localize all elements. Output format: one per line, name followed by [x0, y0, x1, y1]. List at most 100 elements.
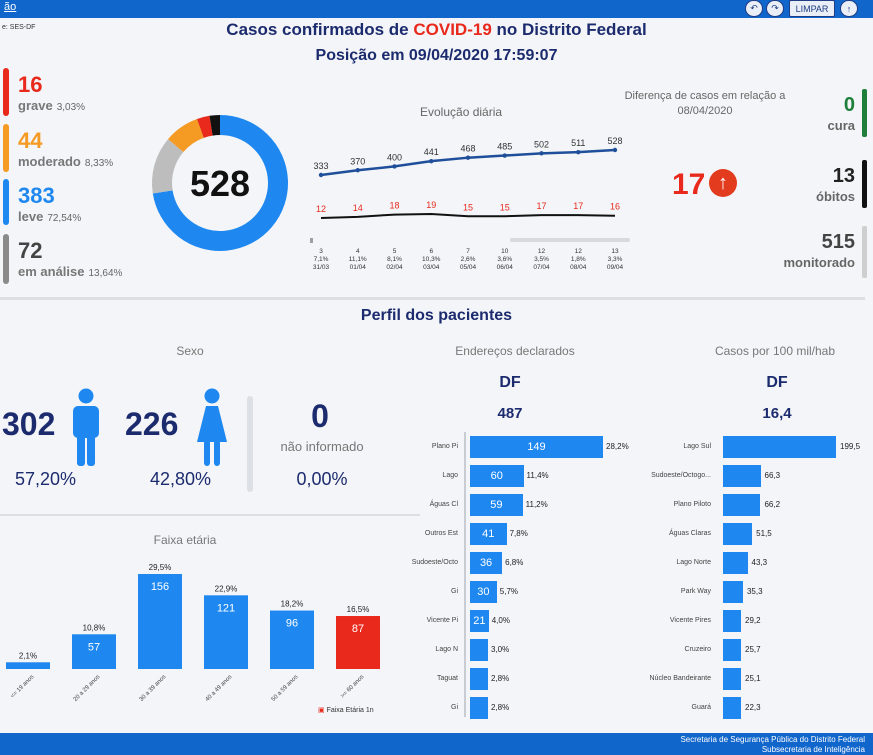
donut-slice[interactable]	[168, 119, 205, 153]
horizontal-bar[interactable]	[723, 668, 741, 690]
redo-button[interactable]: ↷	[766, 0, 784, 17]
clear-button[interactable]: LIMPAR	[789, 0, 835, 17]
legend-icon: ▣	[318, 707, 325, 714]
bar-value-label: 35,3	[746, 587, 763, 596]
severity-label-row[interactable]: leve 72,54%	[18, 209, 81, 224]
bar-category-label: Gi	[451, 588, 458, 595]
horizontal-bar[interactable]	[470, 668, 488, 690]
x-axis-tick-label: 09/04	[607, 264, 624, 271]
bar-category-label: Gi	[451, 704, 458, 711]
severity-label-row[interactable]: em análise 13,64%	[18, 264, 122, 279]
rate-title: Casos por 100 mil/hab	[714, 344, 836, 358]
undo-button[interactable]: ↶	[745, 0, 763, 17]
x-axis-tick-label: 6	[429, 248, 433, 255]
total-cases-point[interactable]	[392, 164, 397, 169]
x-axis-tick-label: 8,1%	[387, 256, 402, 263]
total-cases-point[interactable]	[429, 158, 434, 164]
bar-category-label: Núcleo Bandeirante	[649, 675, 712, 682]
horizontal-bar[interactable]	[723, 697, 741, 719]
bar-category-label: Águas Claras	[668, 530, 711, 537]
horizontal-bar[interactable]: 59	[470, 494, 523, 516]
total-cases-point[interactable]	[318, 172, 324, 178]
severe-cases-label: 18	[389, 201, 399, 211]
horizontal-bar[interactable]	[470, 697, 488, 719]
age-category-label: <= 19 anos	[10, 674, 35, 699]
section-divider	[0, 297, 865, 300]
severity-bar	[3, 124, 9, 172]
severity-bar	[3, 68, 9, 116]
x-axis-tick-label: 07/04	[533, 264, 550, 271]
total-cases-point[interactable]	[576, 149, 581, 155]
horizontal-bar[interactable]	[723, 494, 761, 516]
bar-percent-label: 11,4%	[526, 471, 549, 480]
addresses-scrollbar[interactable]	[464, 432, 466, 717]
stat-label[interactable]: cura	[827, 118, 855, 133]
total-cases-point[interactable]	[612, 147, 618, 153]
donut-slice[interactable]	[209, 115, 221, 136]
scroll-up-button[interactable]: ↑	[840, 0, 858, 17]
horizontal-bar[interactable]: 60	[470, 465, 524, 487]
total-cases-label: 333	[313, 161, 328, 171]
cases-donut-chart[interactable]	[150, 113, 290, 253]
horizontal-bar[interactable]	[470, 639, 488, 661]
horizontal-bar[interactable]	[723, 610, 741, 632]
horizontal-bar[interactable]: 30	[470, 581, 497, 603]
chart-scrollbar[interactable]	[510, 238, 630, 242]
donut-slice[interactable]	[152, 139, 184, 194]
bar-percent-label: 5,7%	[499, 587, 518, 596]
horizontal-bar[interactable]	[723, 581, 743, 603]
age-bar-value: 57	[88, 641, 100, 653]
x-axis-tick-label: 7	[466, 248, 470, 255]
total-cases-point[interactable]	[465, 155, 471, 160]
age-bar[interactable]	[336, 616, 380, 669]
total-cases-point[interactable]	[502, 153, 507, 158]
horizontal-bar[interactable]	[723, 436, 836, 458]
stat-label[interactable]: óbitos	[816, 189, 855, 204]
x-axis-tick-label: 2,6%	[461, 256, 476, 263]
severity-bar	[3, 179, 9, 225]
horizontal-bar[interactable]: 149	[470, 436, 603, 458]
age-bar-percent: 16,5%	[347, 605, 370, 614]
horizontal-bar[interactable]	[723, 465, 761, 487]
horizontal-bar[interactable]	[723, 552, 748, 574]
bar-category-label: Lago	[442, 472, 458, 479]
donut-slice[interactable]	[152, 115, 288, 251]
total-cases-label: 400	[387, 152, 402, 162]
x-axis-tick-label: 7,1%	[314, 256, 329, 263]
age-bar[interactable]	[138, 574, 182, 669]
severity-percent: 3,03%	[56, 102, 86, 113]
bar-value-label: 66,3	[764, 471, 781, 480]
age-bar[interactable]	[270, 610, 314, 669]
evolution-line-chart[interactable]: 333 370 400 441 468 485 502 511 528 12 14 18 19 15 15 1…	[305, 120, 635, 280]
horizontal-bar[interactable]	[723, 523, 753, 545]
chart-scroll-handle[interactable]	[310, 238, 313, 243]
horizontal-bar[interactable]: 21	[470, 610, 489, 632]
male-icon	[73, 388, 99, 466]
stat-label[interactable]: monitorado	[783, 255, 856, 270]
severe-cases-label: 15	[463, 202, 473, 212]
x-axis-tick-label: 1,8%	[571, 256, 586, 263]
age-bar[interactable]	[6, 662, 50, 669]
age-bar[interactable]	[204, 595, 248, 669]
severity-label-row[interactable]: grave 3,03%	[18, 98, 85, 113]
age-bar[interactable]	[72, 634, 116, 669]
bar-category-label: Outros Est	[424, 530, 458, 537]
horizontal-bar[interactable]: 36	[470, 552, 503, 574]
horizontal-bar[interactable]	[723, 639, 741, 661]
total-cases-point[interactable]	[355, 168, 360, 173]
x-axis-tick-label: 01/04	[350, 264, 367, 271]
x-axis-tick-label: 08/04	[570, 264, 587, 271]
x-axis-tick-label: 12	[538, 248, 546, 255]
app-logo[interactable]: ão	[4, 1, 17, 13]
horizontal-bar[interactable]: 41	[470, 523, 507, 545]
age-legend[interactable]: ▣ Faixa Etária 1n	[318, 706, 374, 714]
donut-slice[interactable]	[196, 115, 213, 138]
bar-value-label: 21	[473, 615, 486, 627]
age-bar-chart[interactable]: 2,1% <= 19 anos 10,8% 57 20 a 29 anos 29,5% 15…	[0, 555, 420, 730]
age-bar-percent: 18,2%	[281, 600, 304, 609]
unknown-percent: 0,00%	[296, 469, 348, 489]
severity-count: 16	[18, 72, 43, 97]
severe-cases-line[interactable]	[320, 212, 616, 219]
total-cases-point[interactable]	[539, 151, 544, 156]
severity-label-row[interactable]: moderado 8,33%	[18, 154, 113, 169]
